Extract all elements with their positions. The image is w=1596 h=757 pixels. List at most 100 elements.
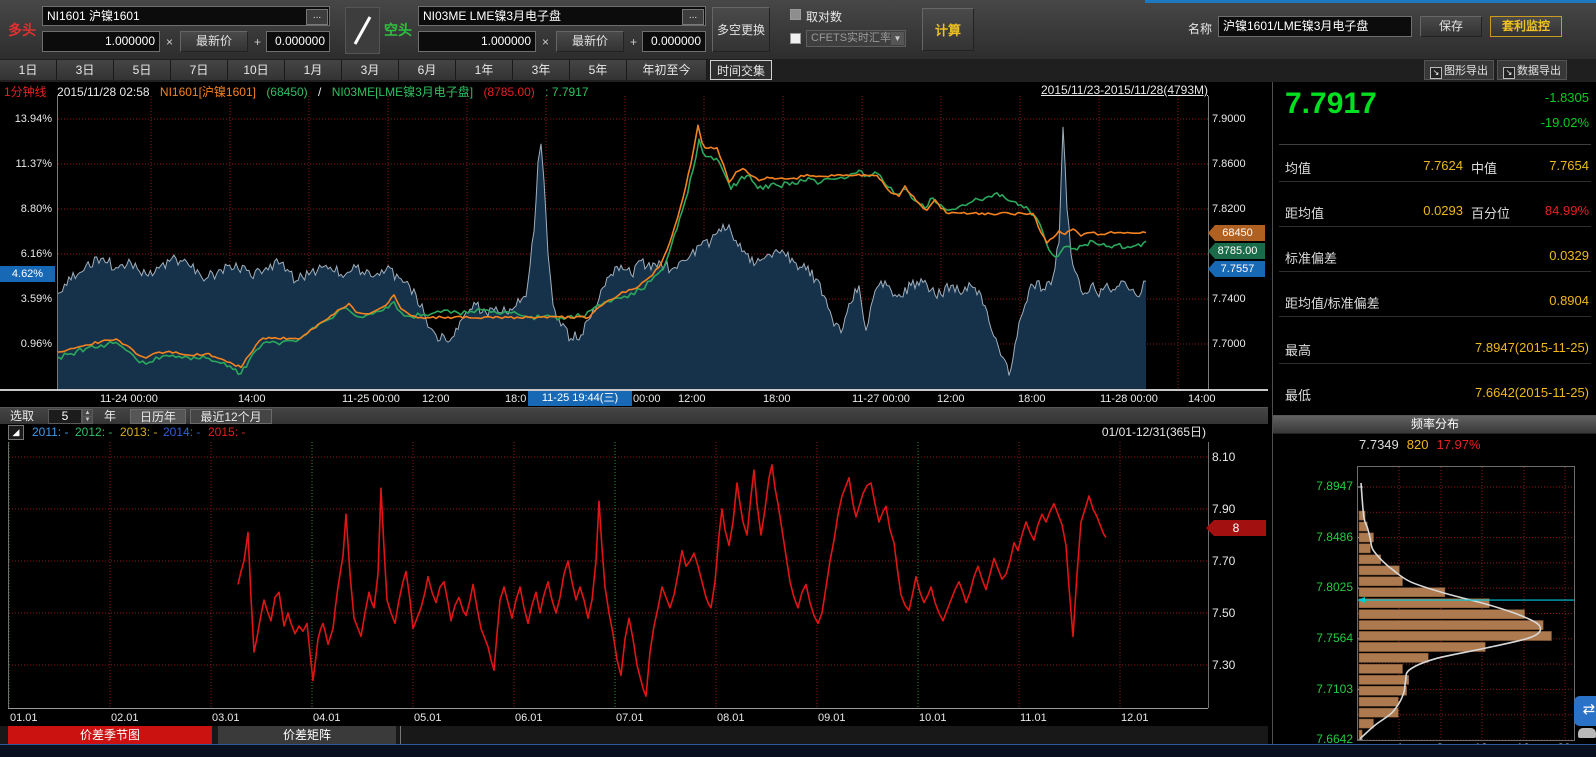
long-offset-field[interactable]: 0.000000 bbox=[266, 31, 330, 52]
export-data-icon: ↘ bbox=[1503, 67, 1515, 79]
low-value: 7.6642(2015-11-25) bbox=[1409, 385, 1589, 400]
seasonal-y-tick: 7.30 bbox=[1212, 658, 1235, 672]
short-price-type-button[interactable]: 最新价 bbox=[556, 31, 624, 52]
axis-x-tick: 11-24 00:00 bbox=[100, 392, 158, 406]
calculate-button[interactable]: 计算 bbox=[922, 8, 974, 51]
seasonal-legend-row: ◢ 2011: - 2012: - 2013: - 2014: - 2015: … bbox=[0, 424, 1268, 441]
short-offset-field[interactable]: 0.000000 bbox=[642, 31, 706, 52]
export-graph-button[interactable]: ↘图形导出 bbox=[1424, 60, 1494, 80]
freq-plot-svg bbox=[1358, 467, 1574, 740]
legend-2012[interactable]: 2012: - bbox=[75, 424, 112, 440]
freq-plot-area[interactable] bbox=[1357, 466, 1575, 741]
short-multiplier-field[interactable]: 1.000000 bbox=[418, 31, 536, 52]
period-tab-3m[interactable]: 3月 bbox=[342, 60, 399, 80]
current-ratio-value: 7.7917 bbox=[1285, 87, 1377, 121]
x-axis-line bbox=[0, 389, 1268, 391]
period-tab-1d[interactable]: 1日 bbox=[0, 60, 57, 80]
seasonal-y-tick: 7.70 bbox=[1212, 554, 1235, 568]
seasonal-y-tick: 7.90 bbox=[1212, 502, 1235, 516]
long-plus-sign: + bbox=[254, 35, 261, 49]
period-tab-3y[interactable]: 3年 bbox=[513, 60, 570, 80]
bar-type-label: 1分钟线 bbox=[4, 85, 47, 99]
arbitrage-monitor-button[interactable]: 套利监控 bbox=[1490, 16, 1562, 37]
export-data-button[interactable]: ↘数据导出 bbox=[1497, 60, 1567, 80]
chevron-down-icon[interactable]: ▼ bbox=[891, 32, 904, 45]
main-spread-chart-region: 1分钟线 2015/11/28 02:58 NI1601[沪镍1601] (68… bbox=[0, 82, 1268, 407]
year-count-stepper[interactable]: 5 bbox=[48, 409, 82, 424]
period-tab-7d[interactable]: 7日 bbox=[171, 60, 228, 80]
log-checkbox[interactable] bbox=[790, 9, 801, 20]
stepper-down-icon[interactable]: ▼ bbox=[82, 416, 93, 424]
fx-rate-checkbox[interactable] bbox=[790, 33, 801, 44]
seasonal-x-tick: 06.01 bbox=[515, 711, 543, 725]
period-tab-5d[interactable]: 5日 bbox=[114, 60, 171, 80]
freq-y-tick: 7.8947 bbox=[1275, 479, 1353, 493]
seasonal-x-tick: 11.01 bbox=[1020, 711, 1047, 725]
fx-rate-dropdown[interactable]: CFETS实时汇率 ▼ bbox=[806, 30, 906, 47]
tab-divider bbox=[400, 726, 401, 744]
mean-label: 均值 bbox=[1285, 158, 1311, 177]
freq-y-tick: 7.8486 bbox=[1275, 530, 1353, 544]
long-instrument-field[interactable]: NI1601 沪镍1601 bbox=[42, 6, 330, 26]
seasonal-x-tick: 07.01 bbox=[616, 711, 644, 725]
long-multiply-sign: × bbox=[166, 35, 173, 49]
freq-y-tick: 7.8025 bbox=[1275, 580, 1353, 594]
export-graph-icon: ↘ bbox=[1430, 67, 1442, 79]
seasonal-plot-svg bbox=[9, 442, 1208, 708]
marker-toggle-icon[interactable]: ◢ bbox=[8, 425, 24, 440]
seasonal-range-label: 01/01-12/31(365日) bbox=[1102, 424, 1206, 440]
period-tab-1m[interactable]: 1月 bbox=[285, 60, 342, 80]
axis-left-tick: 8.80% bbox=[0, 202, 52, 216]
period-tab-6m[interactable]: 6月 bbox=[399, 60, 456, 80]
calendar-year-button[interactable]: 日历年 bbox=[130, 409, 186, 424]
swap-long-short-button[interactable]: 多空更换 bbox=[712, 7, 770, 52]
freq-cursor-count: 820 bbox=[1407, 437, 1429, 452]
tab-spread-matrix[interactable]: 价差矩阵 bbox=[218, 726, 396, 744]
time-intersect-tab[interactable]: 时间交集 bbox=[710, 60, 772, 80]
divide-operator-button[interactable] bbox=[345, 7, 380, 54]
axis-x-tick: 00:00 bbox=[633, 392, 661, 406]
seasonal-x-tick: 02.01 bbox=[111, 711, 139, 725]
legend-2013[interactable]: 2013: - bbox=[120, 424, 157, 440]
short-plus-sign: + bbox=[630, 35, 637, 49]
legend-2014[interactable]: 2014: - bbox=[163, 424, 200, 440]
seasonal-plot-area[interactable] bbox=[8, 442, 1209, 708]
legend-2011[interactable]: 2011: - bbox=[32, 424, 68, 440]
mean-value: 7.7624 bbox=[1373, 158, 1463, 173]
visible-date-range[interactable]: 2015/11/23-2015/11/28(4793M) bbox=[1041, 83, 1208, 97]
tab-spread-seasonal[interactable]: 价差季节图 bbox=[8, 726, 212, 744]
legend-2015[interactable]: 2015: - bbox=[208, 424, 245, 440]
median-label: 中值 bbox=[1471, 158, 1497, 177]
seasonal-x-tick: 04.01 bbox=[313, 711, 341, 725]
name-input[interactable]: 沪镍1601/LME镍3月电子盘 bbox=[1218, 16, 1412, 37]
period-tab-5y[interactable]: 5年 bbox=[570, 60, 627, 80]
main-plot-area[interactable] bbox=[57, 96, 1209, 389]
long-multiplier-field[interactable]: 1.000000 bbox=[42, 31, 160, 52]
save-button[interactable]: 保存 bbox=[1420, 16, 1482, 37]
period-tab-10d[interactable]: 10日 bbox=[228, 60, 285, 80]
period-tab-3d[interactable]: 3日 bbox=[57, 60, 114, 80]
seasonal-x-tick: 01.01 bbox=[10, 711, 38, 725]
background-window-edge bbox=[1145, 0, 1596, 3]
recent-12-months-button[interactable]: 最近12个月 bbox=[190, 409, 272, 424]
main-plot-svg bbox=[58, 96, 1208, 389]
arbitrage-terminal: 多头 NI1601 沪镍1601 ... 1.000000 × 最新价 + 0.… bbox=[0, 0, 1596, 757]
axis-x-tick: 12:00 bbox=[678, 392, 706, 406]
axis-left-tick: 11.37% bbox=[0, 157, 52, 171]
period-tab-1y[interactable]: 1年 bbox=[456, 60, 513, 80]
short-instrument-browse-icon[interactable]: ... bbox=[682, 9, 704, 25]
std-value: 0.0329 bbox=[1489, 248, 1589, 263]
select-label: 选取 bbox=[10, 408, 34, 424]
axis-x-tick: 18:00 bbox=[1018, 392, 1046, 406]
remote-control-overlay-icon[interactable]: ⇄ bbox=[1574, 696, 1596, 726]
short-instrument-field[interactable]: NI03ME LME镍3月电子盘 bbox=[418, 6, 706, 26]
long-instrument-browse-icon[interactable]: ... bbox=[306, 9, 328, 25]
fx-rate-selected: CFETS实时汇率 bbox=[811, 32, 891, 44]
period-tab-ytd[interactable]: 年初至今 bbox=[627, 60, 707, 80]
long-price-type-button[interactable]: 最新价 bbox=[180, 31, 248, 52]
axis-left-tick: 6.16% bbox=[0, 247, 52, 261]
top-toolbar: 多头 NI1601 沪镍1601 ... 1.000000 × 最新价 + 0.… bbox=[0, 0, 1596, 60]
high-value: 7.8947(2015-11-25) bbox=[1409, 340, 1589, 355]
freq-cursor-price: 7.7349 bbox=[1359, 437, 1399, 452]
slash-icon bbox=[346, 8, 379, 53]
